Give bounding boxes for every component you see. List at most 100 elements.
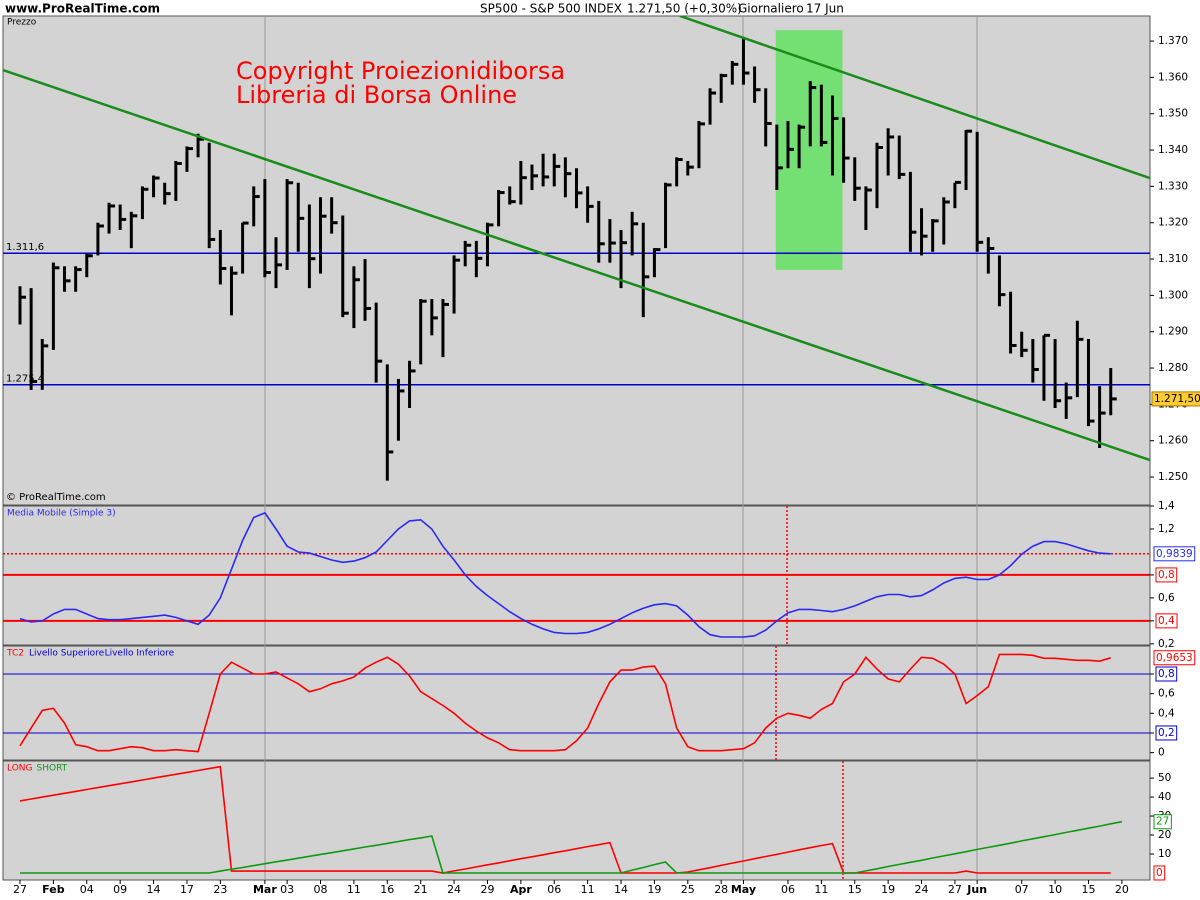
support-label: 1.275,4 (6, 374, 44, 385)
x-tick-label: 19 (647, 883, 661, 896)
x-tick-label: 28 (714, 883, 728, 896)
y-tick-label: 0,4 (1158, 707, 1175, 719)
last-price: 1.271,50 (1154, 393, 1200, 405)
value-box (1153, 814, 1172, 830)
axes: 1.2501.2601.2701.2801.2901.3001.3101.320… (13, 35, 1200, 896)
indicator-line (20, 820, 1123, 874)
x-tick-label: 21 (414, 883, 428, 896)
annotation: Libreria di Borsa Online (236, 81, 517, 109)
x-tick-label: 24 (915, 883, 929, 896)
value-box (1151, 391, 1200, 407)
x-tick-label: 19 (881, 883, 895, 896)
x-tick-label: 17 (180, 883, 194, 896)
x-tick-label: 11 (814, 883, 828, 896)
value-box (1155, 725, 1178, 741)
y-tick-label: 1.250 (1158, 471, 1188, 483)
x-tick-label: 11 (347, 883, 361, 896)
last-value: 27 (1156, 816, 1169, 828)
y-tick-label: 0,6 (1158, 688, 1175, 700)
indicator-line (19, 765, 1111, 874)
longshort-panel (2, 760, 1151, 881)
y-tick-label: 1.300 (1158, 289, 1188, 301)
value-box (1153, 650, 1196, 666)
price-panel (2, 15, 1151, 506)
x-tick-label: Apr (510, 883, 532, 896)
x-tick-label: 04 (80, 883, 94, 896)
ma-layer: Media Mobile (Simple 3) (3, 509, 1150, 638)
x-tick-label: 03 (280, 883, 294, 896)
legend-entry: TC2 (6, 649, 24, 659)
panel-label: Prezzo (7, 18, 37, 28)
y-tick-label: 1.350 (1158, 108, 1188, 120)
price-layer: 1.311,6 1.275,4 Copyright Proiezionidibors… (3, 16, 1150, 503)
date: 17 Jun (806, 2, 844, 16)
y-tick-label: 0 (1158, 747, 1165, 759)
x-tick-label: 08 (314, 883, 328, 896)
y-tick-label: 1.330 (1158, 180, 1188, 192)
x-tick-label: 09 (113, 883, 127, 896)
longshort-layer: LONG SHORT (7, 764, 1123, 874)
y-tick-label: 1,2 (1158, 523, 1175, 535)
y-tick-label: 1.360 (1158, 71, 1188, 83)
y-tick-label: 1.320 (1158, 217, 1188, 229)
x-tick-label: 07 (1015, 883, 1029, 896)
x-tick-label: 11 (581, 883, 595, 896)
value-box (1155, 567, 1178, 583)
x-tick-label: 06 (781, 883, 795, 896)
watermark: © ProRealTime.com (6, 492, 106, 503)
y-tick-label: 0,4 (1158, 615, 1175, 627)
last-value: 0 (1156, 867, 1163, 879)
tc2-layer: TC2 Livello Superiore Livello Inferiore (3, 649, 1150, 753)
value-box (1155, 613, 1178, 629)
y-tick-label: 1.290 (1158, 326, 1188, 338)
y-tick-label: 0,8 (1158, 668, 1175, 680)
value-box (1153, 865, 1166, 881)
last-value: 0,9839 (1156, 548, 1193, 560)
x-tick-label: 29 (480, 883, 494, 896)
x-tick-label: 14 (147, 883, 161, 896)
last-value: 0,9653 (1156, 652, 1193, 664)
x-tick-label: Mar (253, 883, 277, 896)
x-tick-label: 20 (1115, 883, 1129, 896)
x-tick-label: 25 (681, 883, 695, 896)
quote: 1.271,50 (+0,30%) (627, 2, 742, 16)
y-tick-label: 0,8 (1158, 569, 1175, 581)
x-tick-label: 24 (447, 883, 461, 896)
x-tick-label: 23 (213, 883, 227, 896)
y-tick-label: 10 (1158, 848, 1171, 860)
legend-entry: LONG (7, 764, 33, 774)
y-tick-label: 50 (1158, 772, 1171, 784)
legend-entry: Livello Superiore (29, 649, 105, 659)
x-tick-label: 16 (380, 883, 394, 896)
legend-entry: SHORT (37, 764, 68, 774)
legend-entry: Livello Inferiore (105, 649, 175, 659)
annotation: Copyright Proiezionidiborsa (236, 57, 565, 85)
x-tick-label: 10 (1048, 883, 1062, 896)
tc2-panel (2, 645, 1151, 761)
period: Giornaliero (738, 2, 804, 16)
x-tick-label: 15 (1081, 883, 1095, 896)
x-tick-label: 27 (13, 883, 27, 896)
x-tick-label: Feb (42, 883, 65, 896)
y-tick-label: 1.310 (1158, 253, 1188, 265)
trend-line (679, 16, 1150, 180)
indicator-line (19, 653, 1111, 753)
y-tick-label: 1,4 (1158, 500, 1175, 512)
y-tick-label: 20 (1158, 829, 1171, 841)
y-tick-label: 40 (1158, 791, 1171, 803)
indicator-line (19, 511, 1111, 638)
y-tick-label: 1.260 (1158, 435, 1188, 447)
instrument: SP500 - S&P 500 INDEX (480, 2, 622, 16)
trend-line (3, 68, 1150, 462)
x-tick-label: 27 (948, 883, 962, 896)
value-box (1155, 666, 1178, 682)
y-tick-label: 0,2 (1158, 638, 1175, 650)
legend-entry: Media Mobile (Simple 3) (7, 509, 116, 519)
y-tick-label: 1.370 (1158, 35, 1188, 47)
value-box (1153, 546, 1196, 562)
y-tick-label: 1.340 (1158, 144, 1188, 156)
y-tick-label: 1.280 (1158, 362, 1188, 374)
y-tick-label: 0,2 (1158, 727, 1175, 739)
x-tick-label: 15 (848, 883, 862, 896)
